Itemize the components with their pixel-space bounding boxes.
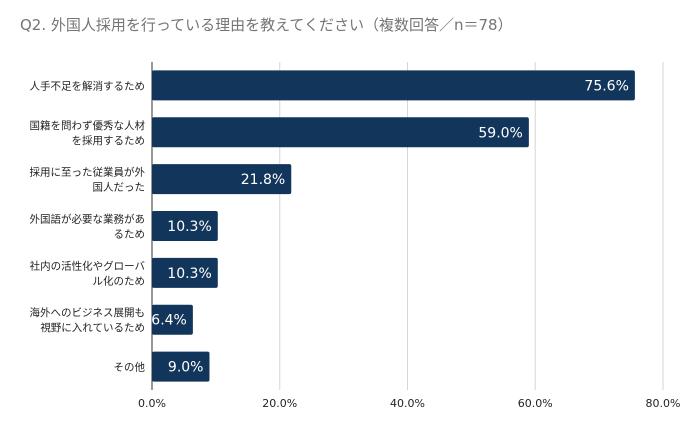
tick-labels: 0.0% 20.0% 40.0% 60.0% 80.0% <box>138 397 680 410</box>
x-tick-label: 80.0% <box>646 397 681 410</box>
bar-value-label: 6.4% <box>151 313 187 329</box>
bar-value-label: 10.3% <box>167 219 211 235</box>
bar-value-label: 21.8% <box>241 172 285 188</box>
x-tick-label: 20.0% <box>262 397 297 410</box>
bar <box>152 117 529 148</box>
bar-value-label: 10.3% <box>167 266 211 282</box>
bars: 75.6% 59.0% 21.8% 10.3% 10.3% 6.4% 9.0% <box>151 70 635 382</box>
category-label: 国籍を問わず優秀な人材 <box>30 119 146 132</box>
category-label: その他 <box>114 361 146 374</box>
bar-value-label: 9.0% <box>168 360 204 376</box>
chart-title: Q2. 外国人採用を行っている理由を教えてください（複数回答／n＝78） <box>20 16 513 34</box>
x-tick-label: 60.0% <box>518 397 553 410</box>
bar <box>152 70 635 101</box>
category-label: ル化のため <box>93 274 146 287</box>
bar-value-label: 75.6% <box>584 78 628 94</box>
category-label: を採用するため <box>72 134 146 147</box>
x-tick-label: 0.0% <box>138 397 166 410</box>
category-label: 海外へのビジネス展開も <box>30 306 146 319</box>
x-tick-label: 40.0% <box>390 397 425 410</box>
bar <box>152 211 218 241</box>
category-label: 人手不足を解消するため <box>30 79 146 92</box>
category-label: 採用に至った従業員が外 <box>30 166 146 179</box>
gridlines <box>151 62 664 390</box>
bar <box>152 257 218 288</box>
category-label: 社内の活性化やグローバ <box>30 259 146 272</box>
category-label: 視野に入れているため <box>40 321 145 334</box>
category-label: 国人だった <box>93 182 146 194</box>
category-label: 外国語が必要な業務があ <box>30 213 146 226</box>
bar <box>152 164 292 195</box>
bar-value-label: 59.0% <box>478 125 522 141</box>
category-label: るため <box>114 229 146 241</box>
category-labels: 人手不足を解消するため国籍を問わず優秀な人材を採用するため採用に至った従業員が外… <box>30 79 146 373</box>
bar <box>152 304 193 335</box>
bar <box>152 351 210 382</box>
